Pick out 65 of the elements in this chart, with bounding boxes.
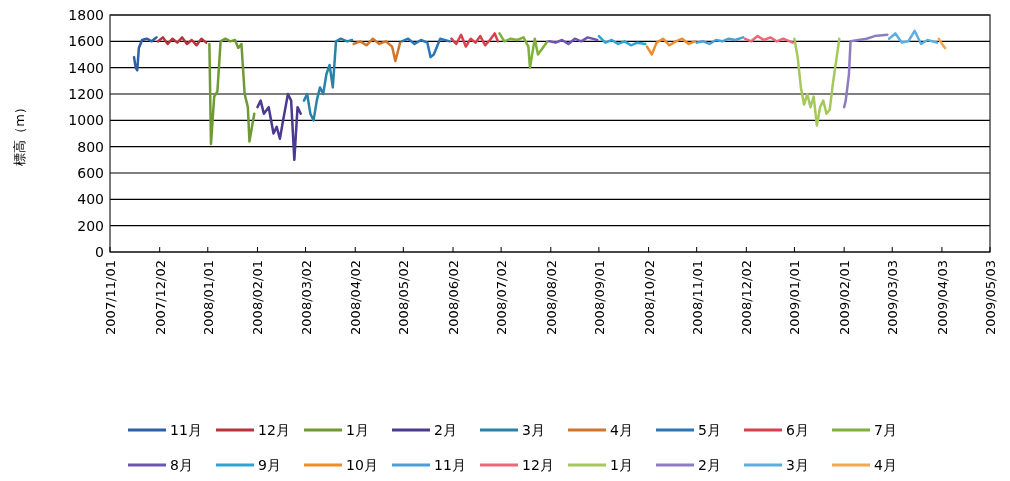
y-tick-label: 800 (77, 138, 104, 155)
x-tick-label: 2008/03/02 (298, 260, 314, 335)
legend-label: 2月 (698, 457, 721, 473)
line-series (132, 36, 158, 72)
legend-label: 2月 (434, 422, 457, 438)
line-series (547, 36, 599, 46)
y-tick-label: 1600 (68, 33, 104, 50)
legend-label: 10月 (346, 457, 378, 473)
x-tick-label: 2008/11/01 (689, 260, 705, 335)
x-tick-label: 2008/08/02 (543, 260, 559, 335)
legend-label: 4月 (874, 457, 897, 473)
line-series (302, 37, 354, 122)
x-tick-label: 2008/06/02 (446, 260, 462, 335)
legend-label: 11月 (434, 457, 466, 473)
legend-label: 5月 (698, 422, 721, 438)
x-tick-label: 2009/02/01 (837, 260, 853, 335)
legend-label: 12月 (258, 422, 290, 438)
x-tick-label: 2009/03/03 (885, 260, 901, 335)
y-tick-label: 200 (77, 217, 104, 234)
x-tick-label: 2008/04/02 (348, 260, 364, 335)
y-tick-label: 1200 (68, 86, 104, 102)
line-series (450, 32, 500, 48)
x-tick-label: 2009/05/03 (983, 260, 998, 335)
line-series (842, 33, 889, 109)
x-tick-label: 2009/04/03 (934, 260, 950, 335)
legend-label: 1月 (346, 422, 369, 438)
line-series (208, 37, 256, 146)
y-tick-label: 400 (77, 191, 104, 208)
y-tick-label: 1800 (68, 7, 104, 23)
line-series (400, 37, 452, 59)
line-series (743, 34, 795, 44)
x-tick-label: 2008/05/02 (396, 260, 412, 335)
y-tick-label: 1000 (68, 112, 104, 129)
y-tick-label: 0 (95, 244, 104, 260)
line-series (352, 37, 402, 63)
line-series (887, 29, 939, 46)
legend-label: 1月 (610, 457, 633, 473)
line-series (695, 36, 745, 46)
y-axis-title: 標高（m） (12, 101, 27, 166)
line-series (256, 92, 302, 162)
x-tick-label: 2009/01/01 (787, 260, 803, 335)
line-series (793, 37, 841, 127)
legend-label: 9月 (258, 457, 281, 473)
x-tick-label: 2008/09/01 (591, 260, 607, 335)
legend-label: 3月 (786, 457, 809, 473)
line-series (498, 32, 549, 69)
line-series (597, 34, 647, 47)
legend-label: 3月 (522, 422, 545, 438)
legend-label: 7月 (874, 422, 897, 438)
legend-label: 6月 (786, 422, 809, 438)
legend-label: 12月 (522, 457, 554, 473)
legend-label: 8月 (170, 457, 193, 473)
legend-label: 11月 (170, 422, 202, 438)
x-tick-label: 2008/02/01 (250, 260, 266, 335)
x-tick-label: 2007/12/02 (152, 260, 168, 335)
x-tick-label: 2007/11/01 (103, 260, 118, 335)
legend-label: 4月 (610, 422, 633, 438)
y-tick-label: 600 (77, 165, 104, 181)
x-tick-label: 2008/12/02 (739, 260, 755, 335)
x-tick-label: 2008/10/02 (641, 260, 657, 335)
line-series (156, 36, 208, 47)
line-series (645, 37, 697, 56)
y-tick-label: 1400 (68, 59, 104, 76)
x-tick-label: 2008/07/02 (494, 260, 510, 335)
x-tick-label: 2008/01/01 (200, 260, 216, 335)
